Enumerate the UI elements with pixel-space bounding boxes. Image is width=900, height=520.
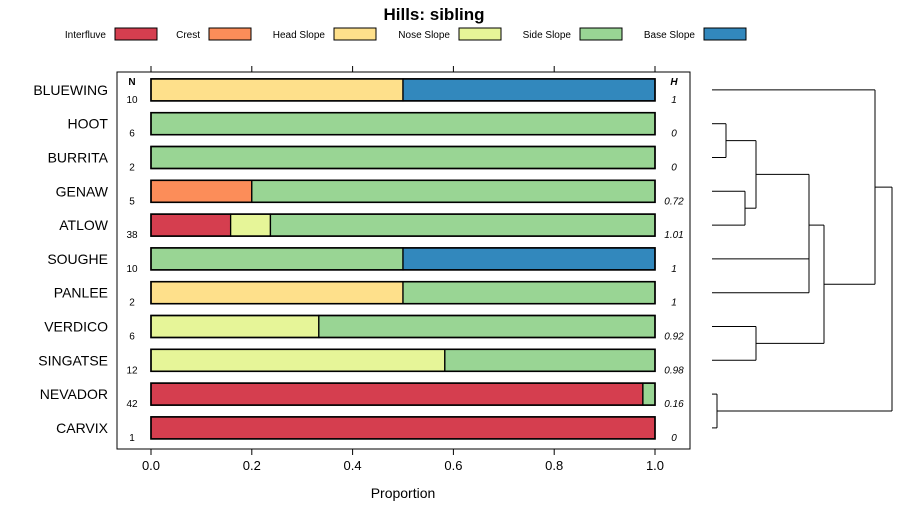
n-value-hoot: 6 — [129, 129, 135, 140]
bar-segment-verdico-side-slope — [318, 314, 656, 339]
x-axis-label: Proportion — [371, 485, 436, 501]
category-label-atlow: ATLOW — [59, 217, 109, 233]
h-value-singatse: 0.98 — [664, 365, 684, 376]
legend-label-side-slope: Side Slope — [523, 30, 572, 41]
x-tick-label: 0.4 — [344, 458, 362, 473]
bar-segment-panlee-head-slope — [150, 281, 404, 305]
n-value-genaw: 5 — [129, 196, 135, 207]
n-value-burrita: 2 — [129, 163, 135, 174]
h-value-hoot: 0 — [671, 129, 677, 140]
h-value-bluewing: 1 — [671, 95, 677, 106]
bar-segment-burrita-side-slope — [150, 145, 656, 170]
legend-swatch-side-slope — [579, 27, 623, 41]
category-label-singatse: SINGATSE — [38, 352, 108, 368]
legend-label-head-slope: Head Slope — [273, 30, 326, 41]
category-label-carvix: CARVIX — [56, 420, 109, 436]
bar-outline-panlee — [150, 280, 656, 305]
x-axis: 0.0 0.2 0.4 0.6 0.8 1.0 — [142, 66, 664, 473]
bar-segment-nevador-side-slope — [642, 382, 656, 406]
bar-segment-nevador-interfluve — [150, 382, 644, 406]
bar-segment-atlow-nose-slope — [229, 213, 272, 237]
legend-label-base-slope: Base Slope — [644, 30, 696, 41]
legend-swatch-crest — [208, 27, 252, 41]
bar-segment-singatse-nose-slope — [150, 348, 446, 372]
bar-segment-hoot-side-slope — [150, 112, 656, 136]
bar-segment-soughe-base-slope — [402, 247, 656, 271]
legend-label-crest: Crest — [176, 30, 200, 41]
category-label-bluewing: BLUEWING — [33, 82, 108, 98]
bar-outline-atlow — [150, 213, 656, 237]
legend: Interfluve Crest Head Slope Nose Slope Side … — [65, 27, 747, 41]
legend-swatch-interfluve — [114, 27, 158, 41]
n-value-panlee: 2 — [129, 298, 135, 309]
bar-segment-atlow-side-slope — [269, 213, 656, 237]
h-value-carvix: 0 — [671, 433, 677, 444]
x-tick-label: 1.0 — [646, 458, 664, 473]
bar-outline-bluewing — [150, 78, 656, 102]
bar-segment-singatse-side-slope — [444, 348, 656, 372]
h-value-verdico: 0.92 — [664, 332, 684, 343]
x-tick-label: 0.6 — [444, 458, 462, 473]
bar-segment-carvix-interfluve — [150, 416, 656, 440]
h-value-nevador: 0.16 — [664, 399, 684, 410]
bar-segment-verdico-nose-slope — [150, 314, 320, 339]
category-label-hoot: HOOT — [68, 116, 109, 132]
plot-frame — [116, 71, 691, 450]
n-value-verdico: 6 — [129, 332, 135, 343]
legend-swatch-base-slope — [703, 27, 747, 41]
n-value-carvix: 1 — [129, 433, 135, 444]
bar-segment-genaw-crest — [150, 179, 253, 203]
h-value-genaw: 0.72 — [664, 196, 684, 207]
bar-segment-panlee-side-slope — [402, 281, 656, 305]
chart-title: Hills: sibling — [383, 5, 484, 24]
legend-swatch-nose-slope — [458, 27, 502, 41]
h-value-atlow: 1.01 — [664, 230, 683, 241]
bar-segment-bluewing-base-slope — [402, 78, 656, 102]
h-header: H — [670, 77, 678, 88]
x-tick-label: 0.8 — [545, 458, 563, 473]
x-tick-label: 0.2 — [243, 458, 261, 473]
category-label-panlee: PANLEE — [54, 285, 108, 301]
bar-outline-burrita — [150, 145, 656, 170]
n-value-atlow: 38 — [126, 230, 138, 241]
n-header: N — [128, 77, 135, 88]
n-value-soughe: 10 — [126, 264, 138, 275]
bar-segment-soughe-side-slope — [150, 247, 404, 271]
category-label-burrita: BURRITA — [48, 150, 109, 166]
bar-outline-carvix — [150, 416, 656, 440]
h-value-soughe: 1 — [671, 264, 677, 275]
legend-label-interfluve: Interfluve — [65, 30, 107, 41]
category-label-nevador: NEVADOR — [40, 386, 108, 402]
category-label-soughe: SOUGHE — [47, 251, 108, 267]
dendrogram — [712, 89, 893, 429]
bar-outline-nevador — [150, 382, 656, 406]
category-label-verdico: VERDICO — [44, 319, 108, 335]
h-value-panlee: 1 — [671, 298, 677, 309]
n-value-singatse: 12 — [126, 365, 138, 376]
legend-swatch-head-slope — [333, 27, 377, 41]
n-value-nevador: 42 — [126, 399, 138, 410]
legend-label-nose-slope: Nose Slope — [398, 30, 450, 41]
bar-outline-singatse — [150, 348, 656, 373]
x-tick-label: 0.0 — [142, 458, 160, 473]
bar-segment-genaw-side-slope — [251, 179, 656, 203]
bar-segment-atlow-interfluve — [150, 213, 232, 237]
bar-segment-bluewing-head-slope — [150, 78, 404, 102]
h-value-burrita: 0 — [671, 163, 677, 174]
bar-outline-genaw — [150, 179, 656, 204]
bar-outline-soughe — [150, 247, 656, 271]
n-value-bluewing: 10 — [126, 95, 138, 106]
bar-outline-verdico — [150, 314, 656, 339]
bar-outline-hoot — [150, 111, 656, 136]
category-label-genaw: GENAW — [56, 183, 109, 199]
